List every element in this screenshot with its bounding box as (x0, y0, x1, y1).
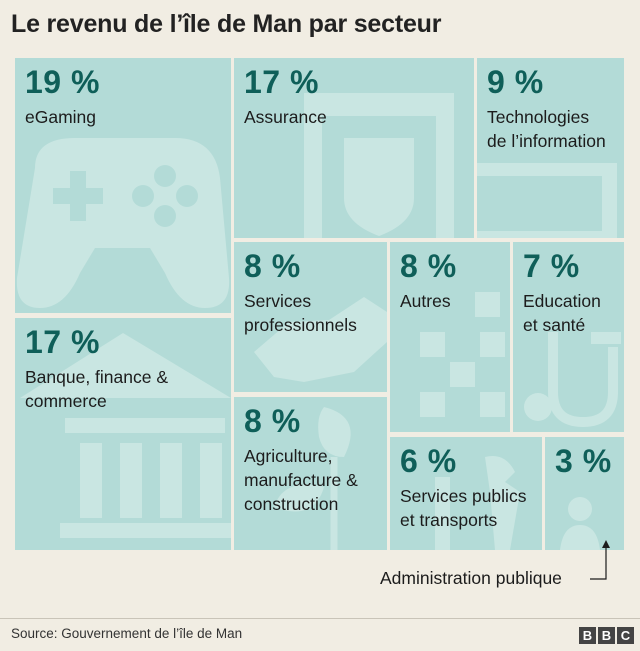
tile-autres: 8 % Autres (390, 242, 510, 432)
tile-assurance: 17 % Assurance (234, 58, 474, 238)
gamepad-icon (16, 138, 230, 308)
leaf-icon (274, 407, 351, 550)
value-label: 8 % (244, 403, 301, 439)
insurance-document-icon (304, 93, 454, 238)
category-label: Services publics et transports (400, 486, 527, 530)
tile-education-sante: 7 % Education et santé (513, 242, 624, 432)
bbc-logo: B B C (579, 627, 634, 644)
footer-divider (0, 618, 640, 619)
value-label: 8 % (400, 248, 457, 284)
value-label: 6 % (400, 443, 457, 479)
tile-services-professionnels: 8 % Services professionnels (234, 242, 387, 392)
source-note: Source: Gouvernement de l’île de Man (11, 626, 243, 641)
tile-services-publics: 6 % Services publics et transports (390, 437, 542, 550)
grid-icon (420, 292, 505, 417)
bbc-logo-letter: B (598, 627, 615, 644)
handshake-icon (254, 297, 387, 382)
category-label: Agriculture, manufacture & construction (244, 446, 358, 514)
value-label: 17 % (244, 64, 319, 100)
category-label: Autres (400, 291, 451, 311)
value-label: 17 % (25, 324, 100, 360)
category-label: Assurance (244, 107, 327, 127)
computer-icon (477, 163, 617, 238)
annotation-label: Administration publique (380, 568, 562, 588)
value-label: 8 % (244, 248, 301, 284)
tile-egaming: 19 % eGaming (15, 58, 231, 313)
category-label: Banque, finance & commerce (25, 367, 169, 411)
value-label: 7 % (523, 248, 580, 284)
tools-icon (435, 456, 520, 550)
tile-banque: 17 % Banque, finance & commerce (15, 318, 231, 550)
bbc-logo-letter: C (617, 627, 634, 644)
bank-icon (20, 333, 231, 538)
value-label: 3 % (555, 443, 612, 479)
bbc-logo-letter: B (579, 627, 596, 644)
tile-agriculture: 8 % Agriculture, manufacture & construct… (234, 397, 387, 550)
category-label: Technologies de l’information (487, 107, 606, 151)
stethoscope-icon (524, 332, 621, 428)
value-label: 9 % (487, 64, 544, 100)
tile-technologies: 9 % Technologies de l’information (477, 58, 624, 238)
tile-administration-publique: 3 % (545, 437, 624, 550)
chart-title: Le revenu de l’île de Man par secteur (11, 10, 442, 38)
category-label: eGaming (25, 107, 97, 127)
category-label: Education et santé (523, 291, 601, 335)
value-label: 19 % (25, 64, 100, 100)
category-label: Services professionnels (244, 291, 357, 335)
